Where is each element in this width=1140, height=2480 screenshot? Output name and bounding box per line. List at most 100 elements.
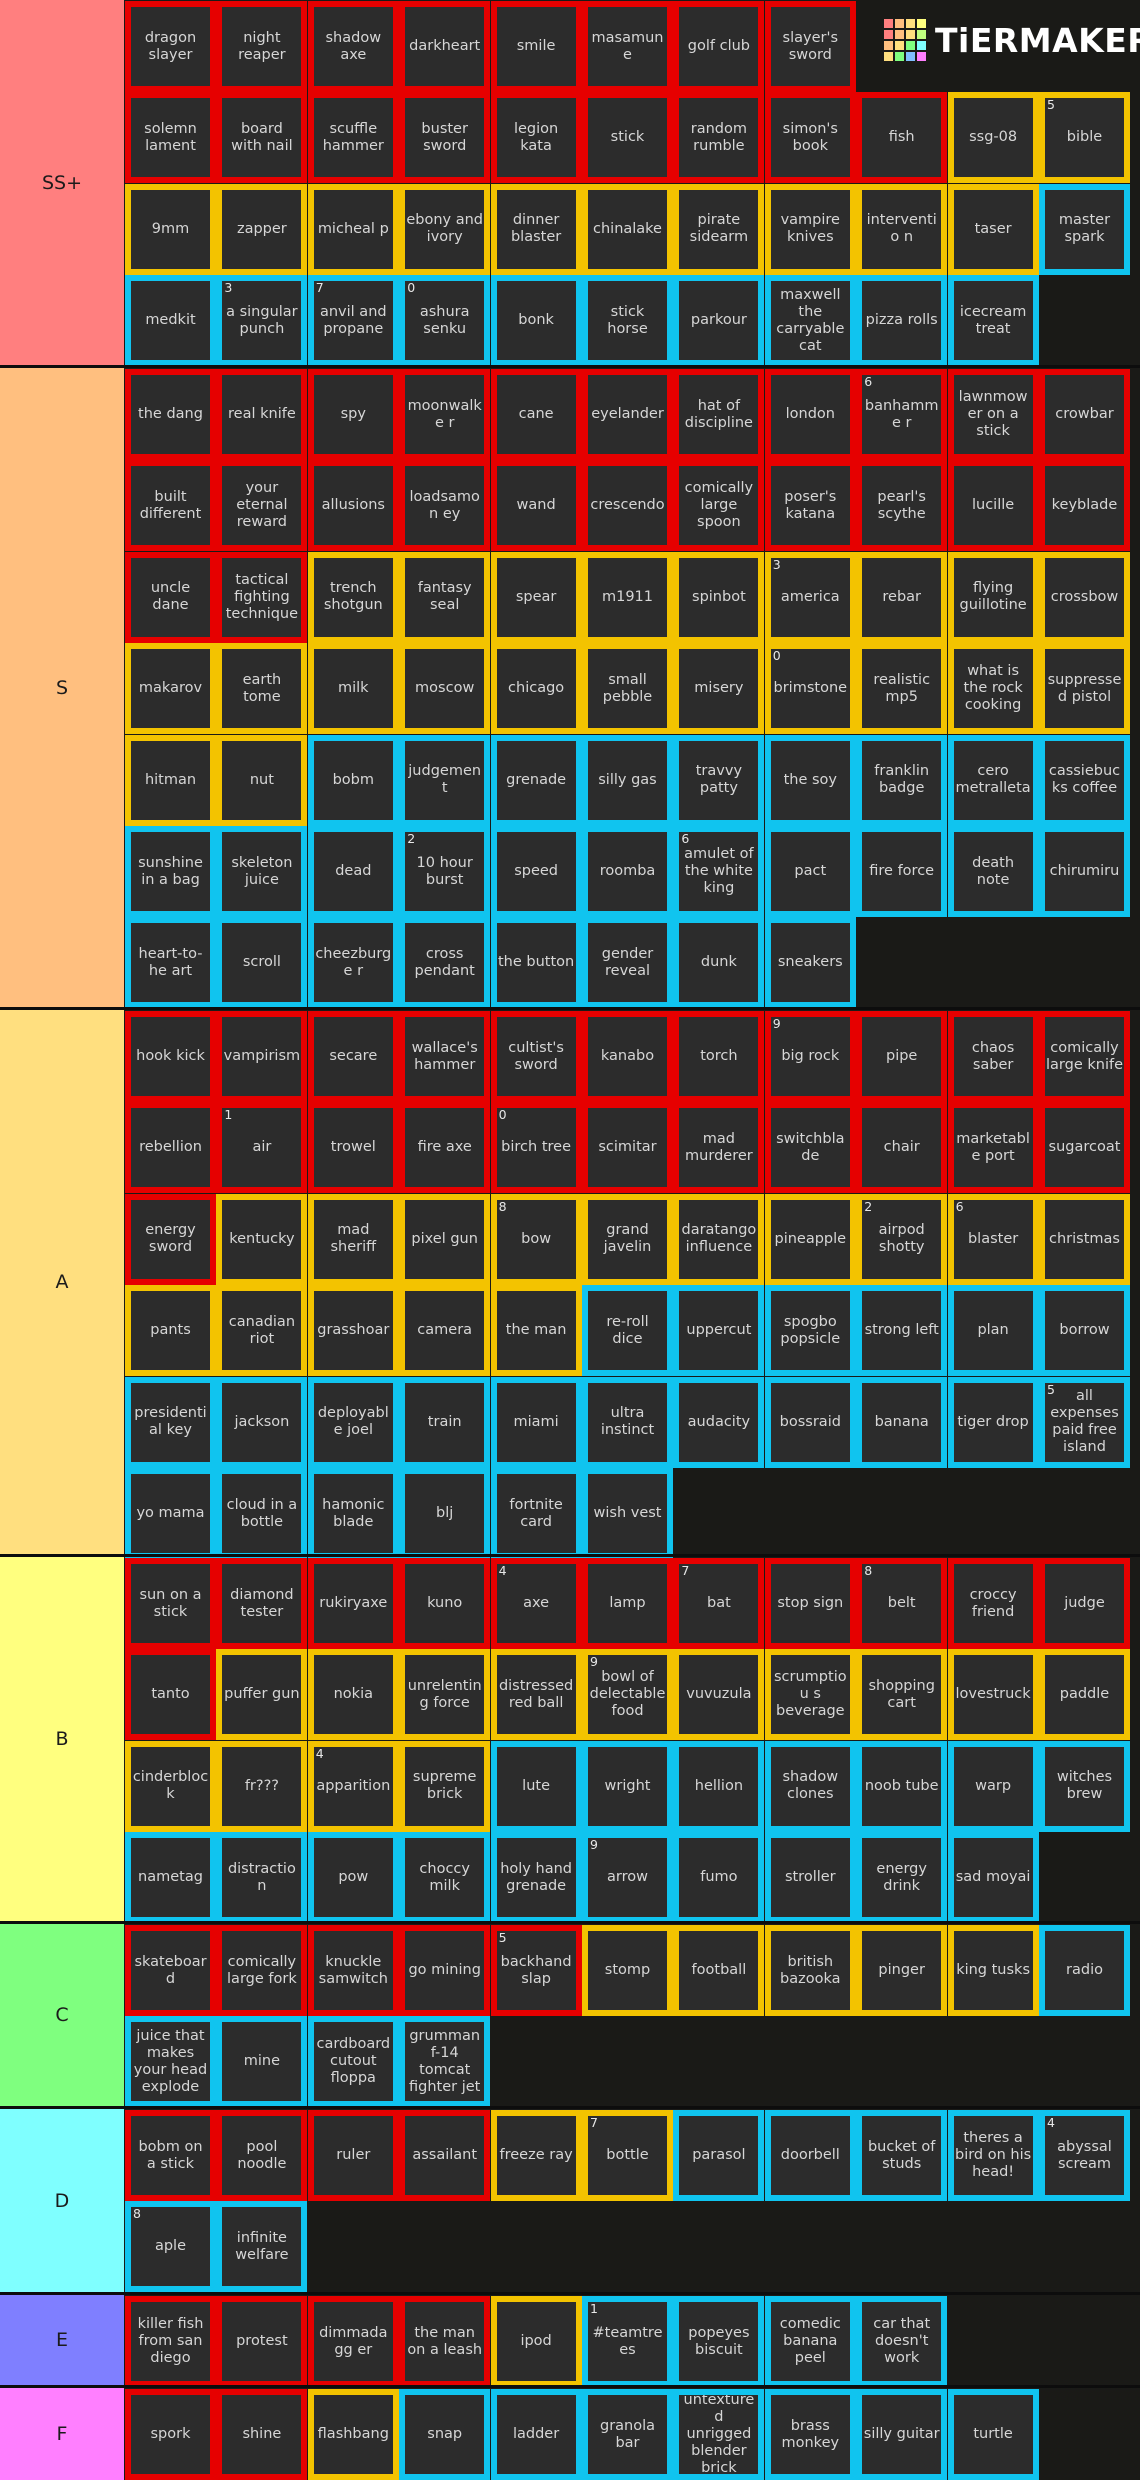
tier-item[interactable]: anvil and propane 7 (307, 275, 399, 367)
tier-item[interactable]: crossbow (1039, 551, 1130, 643)
tier-item[interactable]: buster sword (399, 92, 491, 184)
tier-item[interactable]: plan (947, 1285, 1039, 1377)
tier-item[interactable]: spinbot (673, 551, 765, 643)
tier-item[interactable]: allusions (307, 460, 399, 552)
tier-item[interactable]: random rumble (673, 92, 765, 184)
tier-item[interactable]: juice that makes your head explode (125, 2016, 216, 2108)
tier-item[interactable]: dinner blaster (490, 183, 582, 275)
tier-item[interactable]: hellion (673, 1740, 765, 1832)
tier-item[interactable]: wish vest (582, 1468, 673, 1559)
tier-item[interactable]: stroller (764, 1832, 856, 1924)
tier-item[interactable]: skeleton juice (216, 826, 308, 917)
tier-item[interactable]: crowbar (1039, 369, 1130, 460)
tier-item[interactable]: knuckle samwitch (307, 1925, 399, 2016)
tier-item[interactable]: keyblade (1039, 460, 1130, 552)
tier-item[interactable]: ladder (490, 2389, 582, 2480)
tier-item[interactable]: masamune (582, 1, 673, 92)
tier-item[interactable]: cultist's sword (490, 1011, 582, 1102)
tier-item[interactable]: cross pendant (399, 917, 491, 1009)
tier-item[interactable]: taser (947, 183, 1039, 275)
tier-item[interactable]: sunshine in a bag (125, 826, 216, 917)
tier-item[interactable]: hook kick (125, 1011, 216, 1102)
tier-item[interactable]: banhamme r 6 (856, 369, 948, 460)
tier-item[interactable]: smile (490, 1, 582, 92)
tier-item[interactable]: comedic banana peel (764, 2296, 856, 2387)
tier-item[interactable]: built different (125, 460, 216, 552)
tier-item[interactable]: torch (673, 1011, 765, 1102)
tier-item[interactable]: eyelander (582, 369, 673, 460)
tier-item[interactable]: witches brew (1039, 1740, 1130, 1832)
tier-item[interactable]: zapper (216, 183, 308, 275)
tier-item[interactable]: flying guillotine (947, 551, 1039, 643)
tier-item[interactable]: chicago (490, 643, 582, 735)
tier-item[interactable]: lovestruck (947, 1649, 1039, 1741)
tier-item[interactable]: stick (582, 92, 673, 184)
tier-item[interactable]: all expenses paid free island 5 (1039, 1376, 1130, 1468)
tier-item[interactable]: parasol (673, 2110, 765, 2201)
tier-item[interactable]: fire force (856, 826, 948, 917)
tier-label[interactable]: C (0, 1924, 124, 2106)
tier-item[interactable]: energy sword (125, 1193, 216, 1285)
tier-item[interactable]: lucille (947, 460, 1039, 552)
tier-item[interactable]: hat of discipline (673, 369, 765, 460)
tier-item[interactable]: brass monkey (764, 2389, 856, 2480)
tier-item[interactable]: car that doesn't work (856, 2296, 948, 2387)
tier-item[interactable]: travvy patty (673, 734, 765, 826)
tier-item[interactable]: dunk (673, 917, 765, 1009)
tier-item[interactable]: re-roll dice (582, 1285, 673, 1377)
tier-item[interactable]: canadian riot (216, 1285, 308, 1377)
tier-item[interactable]: nokia (307, 1649, 399, 1741)
tier-item[interactable]: pow (307, 1832, 399, 1924)
tier-item[interactable]: mad murderer (673, 1102, 765, 1194)
tier-item[interactable]: kuno (399, 1558, 491, 1649)
tier-item[interactable]: diamond tester (216, 1558, 308, 1649)
tier-item[interactable]: sun on a stick (125, 1558, 216, 1649)
tiermaker-logo[interactable]: TiERMAKER (884, 18, 1140, 62)
tier-item[interactable]: scuffle hammer (307, 92, 399, 184)
tier-item[interactable]: fantasy seal (399, 551, 491, 643)
tier-item[interactable]: croccy friend (947, 1558, 1039, 1649)
tier-item[interactable]: british bazooka (764, 1925, 856, 2016)
tier-item[interactable]: bowl of delectable food 9 (582, 1649, 673, 1741)
tier-item[interactable]: stick horse (582, 275, 673, 367)
tier-item[interactable]: earth tome (216, 643, 308, 735)
tier-item[interactable]: comically large knife (1039, 1011, 1130, 1102)
tier-item[interactable]: ashura senku 0 (399, 275, 491, 367)
tier-item[interactable]: tactical fighting technique (216, 551, 308, 643)
tier-item[interactable]: king tusks (947, 1925, 1039, 2016)
tier-item[interactable]: doorbell (764, 2110, 856, 2201)
tier-item[interactable]: real knife (216, 369, 308, 460)
tier-item[interactable]: train (399, 1376, 491, 1468)
tier-item[interactable]: trowel (307, 1102, 399, 1194)
tier-item[interactable]: the man on a leash (399, 2296, 491, 2387)
tier-item[interactable]: silly gas (582, 734, 673, 826)
tier-item[interactable]: popeyes biscuit (673, 2296, 765, 2387)
tier-item[interactable]: grand javelin (582, 1193, 673, 1285)
tier-item[interactable]: holy hand grenade (490, 1832, 582, 1924)
tier-item[interactable]: interventio n (856, 183, 948, 275)
tier-item[interactable]: pizza rolls (856, 275, 948, 367)
tier-item[interactable]: moscow (399, 643, 491, 735)
tier-item[interactable]: football (673, 1925, 765, 2016)
tier-item[interactable]: daratango influence (673, 1193, 765, 1285)
tier-item[interactable]: pineapple (764, 1193, 856, 1285)
tier-item[interactable]: shadow axe (307, 1, 399, 92)
tier-item[interactable]: medkit (125, 275, 216, 367)
tier-item[interactable]: pants (125, 1285, 216, 1377)
tier-item[interactable]: spear (490, 551, 582, 643)
tier-item[interactable]: moonwalke r (399, 369, 491, 460)
tier-item[interactable]: hitman (125, 734, 216, 826)
tier-item[interactable]: mine (216, 2016, 308, 2108)
tier-item[interactable]: nametag (125, 1832, 216, 1924)
tier-item[interactable]: silly guitar (856, 2389, 948, 2480)
tier-item[interactable]: stop sign (764, 1558, 856, 1649)
tier-item[interactable]: belt 8 (856, 1558, 948, 1649)
tier-item[interactable]: puffer gun (216, 1649, 308, 1741)
tier-item[interactable]: rebar (856, 551, 948, 643)
tier-item[interactable]: bossraid (764, 1376, 856, 1468)
tier-item[interactable]: bucket of studs (856, 2110, 948, 2201)
tier-item[interactable]: cheezburge r (307, 917, 399, 1009)
tier-item[interactable]: micheal p (307, 183, 399, 275)
tier-item[interactable]: dragon slayer (125, 1, 216, 92)
tier-item[interactable]: 9mm (125, 183, 216, 275)
